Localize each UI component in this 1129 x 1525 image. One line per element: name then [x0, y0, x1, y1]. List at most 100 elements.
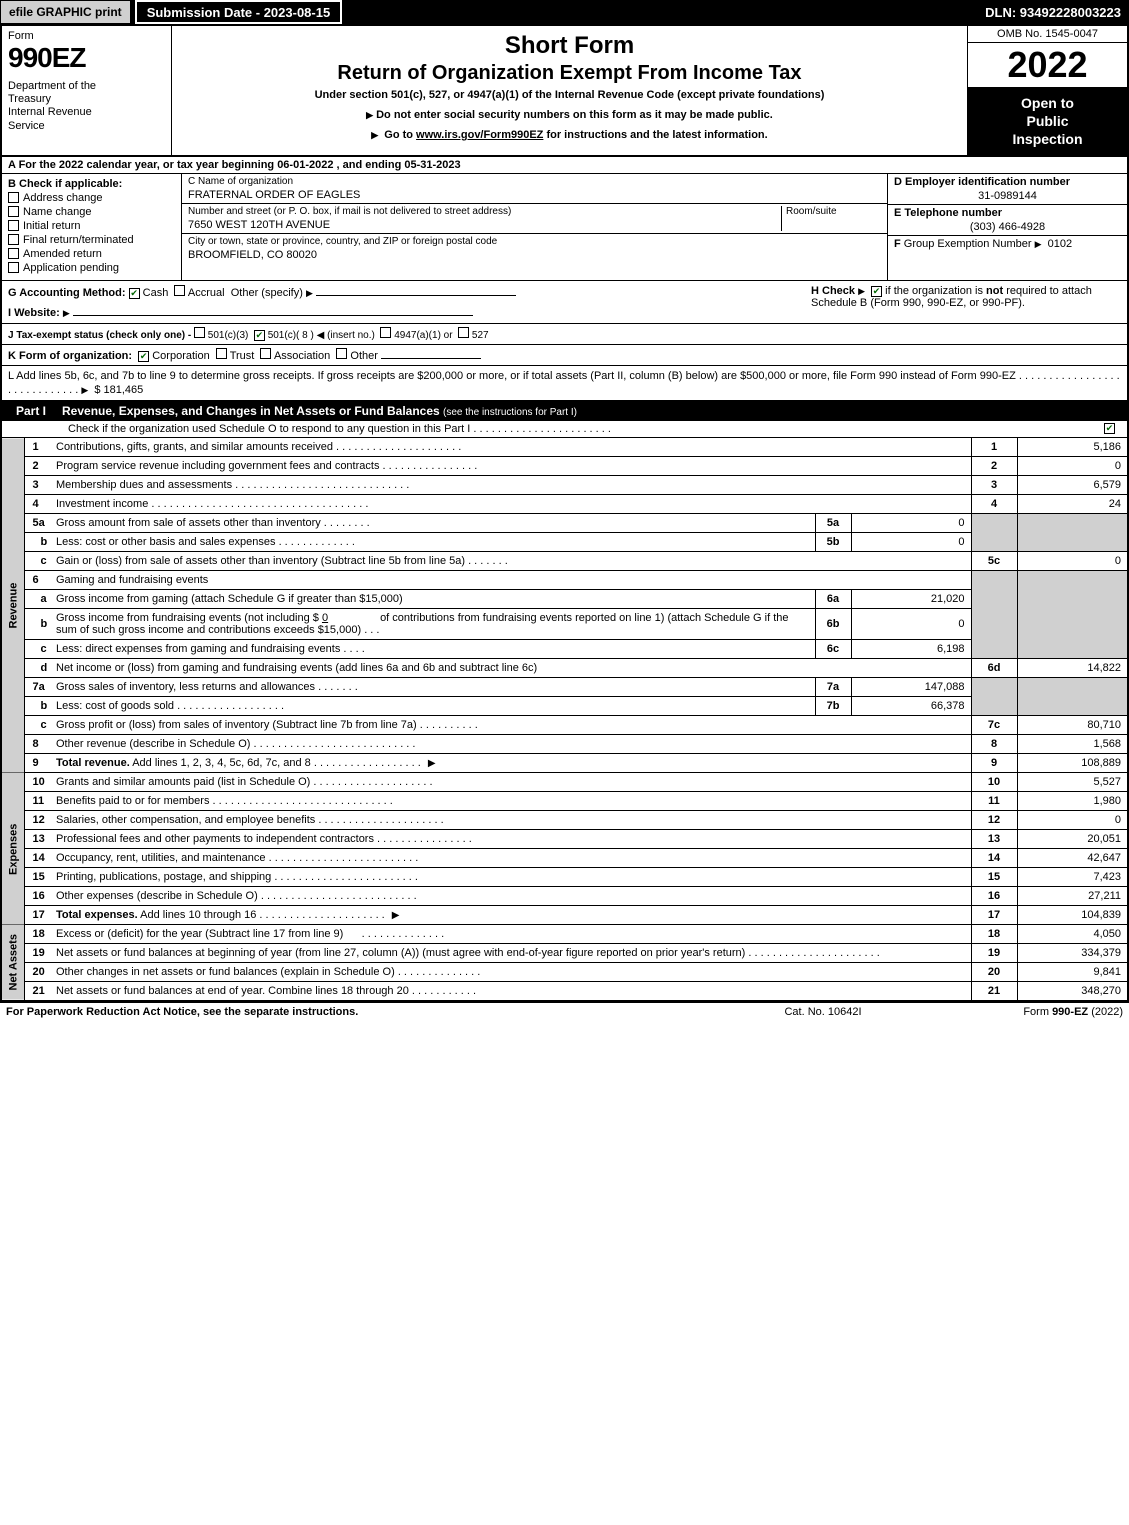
checkbox-501c[interactable]: ✔: [254, 330, 265, 341]
section-b-label: B Check if applicable:: [8, 178, 175, 190]
form-990ez: Form 990EZ Department of theTreasuryInte…: [0, 24, 1129, 1002]
line-6b-num: b: [24, 609, 52, 640]
section-c: C Name of organization FRATERNAL ORDER O…: [182, 174, 887, 280]
line-6b-inum: 6b: [815, 609, 851, 640]
label-name-change: Name change: [23, 206, 92, 218]
dln-label: DLN: 93492228003223: [977, 0, 1129, 24]
section-b: B Check if applicable: Address change Na…: [2, 174, 182, 280]
checkbox-trust[interactable]: [216, 348, 227, 359]
line-7c-value: 80,710: [1017, 716, 1127, 735]
j-label: J Tax-exempt status (check only one) -: [8, 330, 191, 341]
line-15-rnum: 15: [971, 868, 1017, 887]
line-21-rnum: 21: [971, 982, 1017, 1001]
line-20-text: Other changes in net assets or fund bala…: [56, 966, 395, 978]
line-6d-num: d: [24, 659, 52, 678]
line-12-text: Salaries, other compensation, and employ…: [56, 814, 315, 826]
checkbox-4947[interactable]: [380, 327, 391, 338]
checkbox-schedule-o[interactable]: ✔: [1104, 423, 1115, 434]
section-k: K Form of organization: ✔ Corporation Tr…: [2, 345, 1127, 366]
line-8-text: Other revenue (describe in Schedule O): [56, 738, 250, 750]
line-12-value: 0: [1017, 811, 1127, 830]
line-13-num: 13: [24, 830, 52, 849]
checkbox-other-org[interactable]: [336, 348, 347, 359]
checkbox-initial-return[interactable]: [8, 220, 19, 231]
schedule-o-note: Check if the organization used Schedule …: [68, 423, 470, 435]
line-15-num: 15: [24, 868, 52, 887]
line-13-value: 20,051: [1017, 830, 1127, 849]
group-exemption-text: Group Exemption Number: [904, 238, 1035, 250]
part-1-title: Revenue, Expenses, and Changes in Net As…: [62, 404, 440, 418]
line-7a-text: Gross sales of inventory, less returns a…: [56, 681, 315, 693]
checkbox-amended-return[interactable]: [8, 248, 19, 259]
checkbox-corporation[interactable]: ✔: [138, 351, 149, 362]
checkbox-final-return[interactable]: [8, 234, 19, 245]
section-gh: G Accounting Method: ✔ Cash Accrual Othe…: [2, 281, 1127, 324]
line-18-num: 18: [24, 925, 52, 944]
footer-cat-no: Cat. No. 10642I: [723, 1006, 923, 1018]
submission-date: Submission Date - 2023-08-15: [135, 0, 343, 24]
line-7a-num: 7a: [24, 678, 52, 697]
label-other-specify: Other (specify): [231, 287, 303, 299]
line-7c-rnum: 7c: [971, 716, 1017, 735]
label-insert-no: (insert no.): [327, 330, 375, 341]
part-1-subtitle: (see the instructions for Part I): [443, 407, 577, 418]
section-h: H Check ✔ if the organization is not req…: [801, 285, 1121, 319]
line-14-text: Occupancy, rent, utilities, and maintena…: [56, 852, 266, 864]
part-1-label: Part I: [8, 404, 54, 418]
part-1-table: Revenue 1 Contributions, gifts, grants, …: [2, 438, 1127, 1000]
label-527: 527: [472, 330, 489, 341]
phone-label: E Telephone number: [894, 207, 1121, 219]
line-16-rnum: 16: [971, 887, 1017, 906]
line-10-value: 5,527: [1017, 773, 1127, 792]
website-input[interactable]: [73, 315, 473, 316]
org-name-value: FRATERNAL ORDER OF EAGLES: [188, 189, 881, 201]
footer-left: For Paperwork Reduction Act Notice, see …: [6, 1006, 723, 1018]
line-6-num: 6: [24, 571, 52, 590]
form-title-2: Return of Organization Exempt From Incom…: [180, 62, 959, 85]
website-label: I Website:: [8, 307, 60, 319]
line-6c-inum: 6c: [815, 640, 851, 659]
checkbox-association[interactable]: [260, 348, 271, 359]
line-1-num: 1: [24, 438, 52, 457]
line-8-value: 1,568: [1017, 735, 1127, 754]
org-name-label: C Name of organization: [188, 176, 881, 187]
line-16-num: 16: [24, 887, 52, 906]
line-4-value: 24: [1017, 495, 1127, 514]
line-9-num: 9: [24, 754, 52, 773]
other-specify-input[interactable]: [316, 295, 516, 296]
label-amended-return: Amended return: [23, 248, 102, 260]
line-11-rnum: 11: [971, 792, 1017, 811]
efile-print-button[interactable]: efile GRAPHIC print: [0, 0, 131, 24]
checkbox-501c3[interactable]: [194, 327, 205, 338]
line-5a-inum: 5a: [815, 514, 851, 533]
line-3-rnum: 3: [971, 476, 1017, 495]
expenses-side-label: Expenses: [2, 773, 24, 925]
line-14-num: 14: [24, 849, 52, 868]
top-bar: efile GRAPHIC print Submission Date - 20…: [0, 0, 1129, 24]
line-16-value: 27,211: [1017, 887, 1127, 906]
section-def: D Employer identification number 31-0989…: [887, 174, 1127, 280]
line-5a-text: Gross amount from sale of assets other t…: [56, 517, 321, 529]
other-org-input[interactable]: [381, 358, 481, 359]
line-4-rnum: 4: [971, 495, 1017, 514]
checkbox-schedule-b[interactable]: ✔: [871, 286, 882, 297]
checkbox-cash[interactable]: ✔: [129, 288, 140, 299]
label-cash: Cash: [143, 287, 169, 299]
checkbox-name-change[interactable]: [8, 206, 19, 217]
checkbox-address-change[interactable]: [8, 192, 19, 203]
checkbox-accrual[interactable]: [174, 285, 185, 296]
line-3-num: 3: [24, 476, 52, 495]
line-1-rnum: 1: [971, 438, 1017, 457]
checkbox-527[interactable]: [458, 327, 469, 338]
line-10-num: 10: [24, 773, 52, 792]
line-1-text: Contributions, gifts, grants, and simila…: [56, 441, 333, 453]
header-left: Form 990EZ Department of theTreasuryInte…: [2, 26, 172, 155]
group-exemption-value: 0102: [1048, 238, 1072, 250]
line-15-text: Printing, publications, postage, and shi…: [56, 871, 271, 883]
irs-link[interactable]: www.irs.gov/Form990EZ: [416, 129, 543, 141]
line-7c-num: c: [24, 716, 52, 735]
section-bcdef: B Check if applicable: Address change Na…: [2, 174, 1127, 281]
section-l: L Add lines 5b, 6c, and 7b to line 9 to …: [2, 366, 1127, 402]
checkbox-application-pending[interactable]: [8, 262, 19, 273]
line-5c-value: 0: [1017, 552, 1127, 571]
